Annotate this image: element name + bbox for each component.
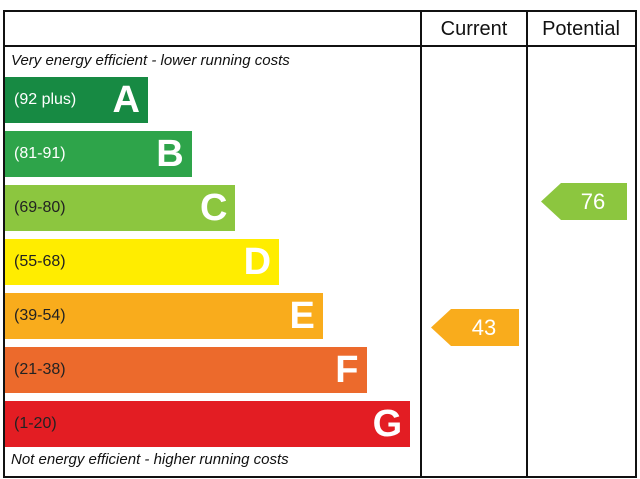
band-g: (1-20) G: [5, 401, 411, 447]
band-range: (1-20): [14, 415, 57, 432]
band-d: (55-68) D: [5, 239, 280, 285]
column-divider-potential: [526, 10, 528, 476]
column-divider-current: [420, 10, 422, 476]
header-divider: [3, 45, 637, 47]
band-range: (21-38): [14, 361, 66, 378]
band-letter: F: [335, 348, 359, 391]
band-letter: C: [199, 186, 228, 229]
potential-rating-arrow: 76: [541, 183, 627, 220]
current-rating-value: 43: [471, 314, 497, 340]
band-c: (69-80) C: [5, 185, 236, 231]
top-note: Very energy efficient - lower running co…: [11, 52, 290, 69]
band-range: (55-68): [14, 253, 66, 270]
band-letter: B: [156, 132, 184, 175]
potential-header: Potential: [542, 18, 620, 40]
band-letter: D: [243, 240, 272, 283]
potential-rating-value: 76: [580, 188, 606, 214]
current-header: Current: [440, 18, 508, 40]
band-range: (81-91): [14, 145, 66, 162]
band-range: (39-54): [14, 307, 66, 324]
band-letter: E: [289, 294, 315, 337]
band-letter: G: [372, 402, 403, 445]
band-a: (92 plus) A: [5, 77, 148, 123]
band-letter: A: [112, 78, 140, 121]
band-range: (69-80): [14, 199, 66, 216]
band-f: (21-38) F: [5, 347, 367, 393]
bottom-note: Not energy efficient - higher running co…: [11, 451, 289, 468]
epc-frame: [3, 10, 637, 478]
band-b: (81-91) B: [5, 131, 192, 177]
current-rating-arrow: 43: [431, 309, 519, 346]
band-range: (92 plus): [14, 91, 77, 108]
band-e: (39-54) E: [5, 293, 323, 339]
